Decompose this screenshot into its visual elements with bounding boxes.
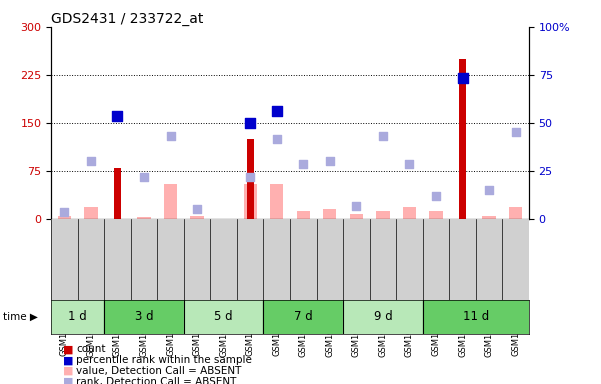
Bar <box>246 139 254 219</box>
Bar <box>191 216 204 219</box>
Point <box>378 132 388 139</box>
Bar <box>483 216 496 219</box>
Text: time ▶: time ▶ <box>3 312 38 322</box>
Bar <box>114 168 121 219</box>
Text: 3 d: 3 d <box>135 310 153 323</box>
Bar <box>423 300 529 334</box>
Bar <box>429 211 442 219</box>
Point <box>352 203 361 209</box>
Text: ■: ■ <box>63 344 73 354</box>
Bar <box>184 300 263 334</box>
Text: 5 d: 5 d <box>215 310 233 323</box>
Bar <box>138 217 151 219</box>
Text: rank, Detection Call = ABSENT: rank, Detection Call = ABSENT <box>76 377 237 384</box>
Point <box>458 75 468 81</box>
Point <box>299 161 308 167</box>
Bar <box>376 211 389 219</box>
Text: ■: ■ <box>63 377 73 384</box>
Bar <box>509 207 522 219</box>
Point <box>166 132 175 139</box>
Bar <box>459 59 466 219</box>
Text: GDS2431 / 233722_at: GDS2431 / 233722_at <box>51 12 204 26</box>
Point <box>86 158 96 164</box>
Bar <box>104 300 184 334</box>
Point <box>272 108 281 114</box>
Text: 11 d: 11 d <box>463 310 489 323</box>
Point <box>404 161 414 167</box>
Text: value, Detection Call = ABSENT: value, Detection Call = ABSENT <box>76 366 242 376</box>
Point <box>59 209 69 215</box>
Text: 9 d: 9 d <box>373 310 392 323</box>
Point <box>192 206 202 212</box>
Text: percentile rank within the sample: percentile rank within the sample <box>76 355 252 365</box>
Point <box>325 158 335 164</box>
Bar <box>243 184 257 219</box>
Text: count: count <box>76 344 106 354</box>
Point <box>272 136 281 142</box>
Point <box>112 113 122 119</box>
Text: 7 d: 7 d <box>294 310 313 323</box>
Bar <box>350 214 363 219</box>
Bar <box>84 207 97 219</box>
Bar <box>323 209 337 219</box>
Text: ■: ■ <box>63 355 73 365</box>
Bar <box>343 300 423 334</box>
Bar <box>164 184 177 219</box>
Bar <box>51 300 104 334</box>
Bar <box>403 207 416 219</box>
Point <box>139 174 149 180</box>
Bar <box>297 211 310 219</box>
Text: ■: ■ <box>63 366 73 376</box>
Bar <box>263 300 343 334</box>
Text: 1 d: 1 d <box>69 310 87 323</box>
Point <box>431 194 441 200</box>
Bar <box>58 216 71 219</box>
Point <box>245 120 255 126</box>
Point <box>245 174 255 180</box>
Point <box>484 187 494 193</box>
Point <box>511 129 520 136</box>
Bar <box>270 184 283 219</box>
